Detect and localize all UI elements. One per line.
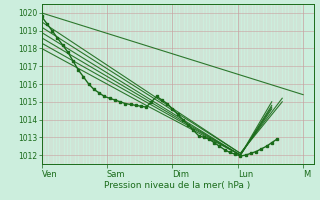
X-axis label: Pression niveau de la mer( hPa ): Pression niveau de la mer( hPa ) [104,181,251,190]
